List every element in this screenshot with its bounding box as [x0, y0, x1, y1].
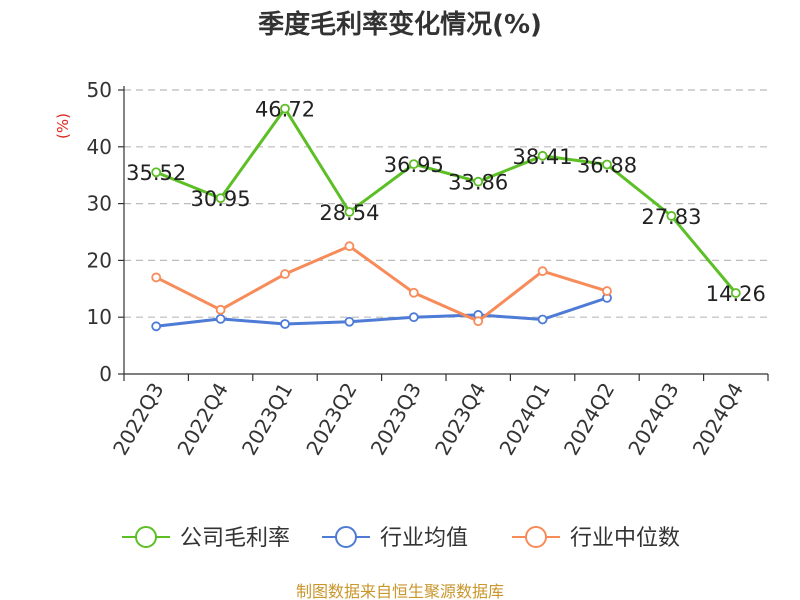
data-point — [215, 314, 226, 324]
data-point — [344, 241, 355, 252]
source-note: 制图数据来自恒生聚源数据库 — [295, 582, 504, 600]
data-point — [280, 103, 290, 114]
legend-swatch-marker — [135, 526, 157, 548]
x-tick-label: 2023Q4 — [430, 379, 490, 460]
y-tick-label: 40 — [87, 135, 112, 159]
data-point — [408, 159, 419, 170]
legend-swatch-marker — [335, 526, 357, 548]
x-tick-label: 2022Q4 — [172, 379, 232, 460]
series-line — [155, 244, 608, 323]
x-tick-label: 2024Q1 — [494, 379, 554, 460]
series-line — [156, 296, 608, 328]
y-tick-label: 50 — [87, 78, 112, 102]
data-point — [473, 316, 484, 327]
series-line — [155, 107, 737, 294]
data-point — [151, 272, 162, 283]
x-tick-label: 2024Q2 — [559, 379, 619, 460]
data-point — [666, 211, 677, 221]
data-label: 38.41 — [513, 145, 573, 169]
chart-title: 季度毛利率变化情况(%) — [258, 10, 542, 40]
data-point — [602, 286, 612, 296]
data-point — [151, 321, 162, 332]
data-point — [344, 316, 355, 327]
y-axis-unit: (%) — [54, 113, 72, 139]
x-tick-label: 2023Q2 — [301, 379, 361, 460]
data-point — [537, 150, 548, 161]
data-label: 27.83 — [641, 205, 701, 229]
data-label: 36.88 — [577, 154, 637, 178]
x-tick-label: 2024Q3 — [623, 379, 683, 460]
legend-label: 行业中位数 — [570, 526, 680, 551]
x-tick-label: 2022Q3 — [108, 379, 168, 460]
data-label: 14.26 — [706, 282, 766, 306]
data-point — [537, 314, 548, 325]
x-tick-label: 2023Q1 — [237, 379, 297, 460]
data-point — [473, 176, 484, 187]
data-label: 28.54 — [319, 201, 379, 225]
data-label: 33.86 — [448, 171, 508, 195]
data-point — [537, 266, 548, 277]
data-label: 36.95 — [384, 153, 444, 177]
data-point — [408, 287, 419, 298]
data-point — [602, 159, 612, 170]
legend-label: 行业均值 — [380, 526, 468, 551]
data-point — [215, 193, 226, 204]
data-label: 30.95 — [191, 187, 251, 211]
data-point — [344, 206, 355, 217]
y-tick-label: 20 — [87, 248, 112, 272]
data-point — [151, 167, 162, 178]
data-label: 46.72 — [255, 98, 315, 122]
data-point — [730, 288, 741, 298]
legend-label: 公司毛利率 — [180, 526, 290, 551]
y-tick-label: 30 — [87, 192, 112, 216]
y-tick-label: 10 — [87, 305, 112, 329]
legend-swatch-marker — [525, 526, 547, 548]
data-label: 35.52 — [126, 161, 186, 185]
y-tick-label: 0 — [99, 362, 112, 386]
data-point — [280, 269, 290, 279]
data-point — [215, 304, 226, 315]
data-point — [280, 319, 290, 329]
x-tick-label: 2023Q3 — [366, 379, 426, 460]
data-point — [408, 312, 419, 323]
x-tick-label: 2024Q4 — [688, 379, 748, 460]
